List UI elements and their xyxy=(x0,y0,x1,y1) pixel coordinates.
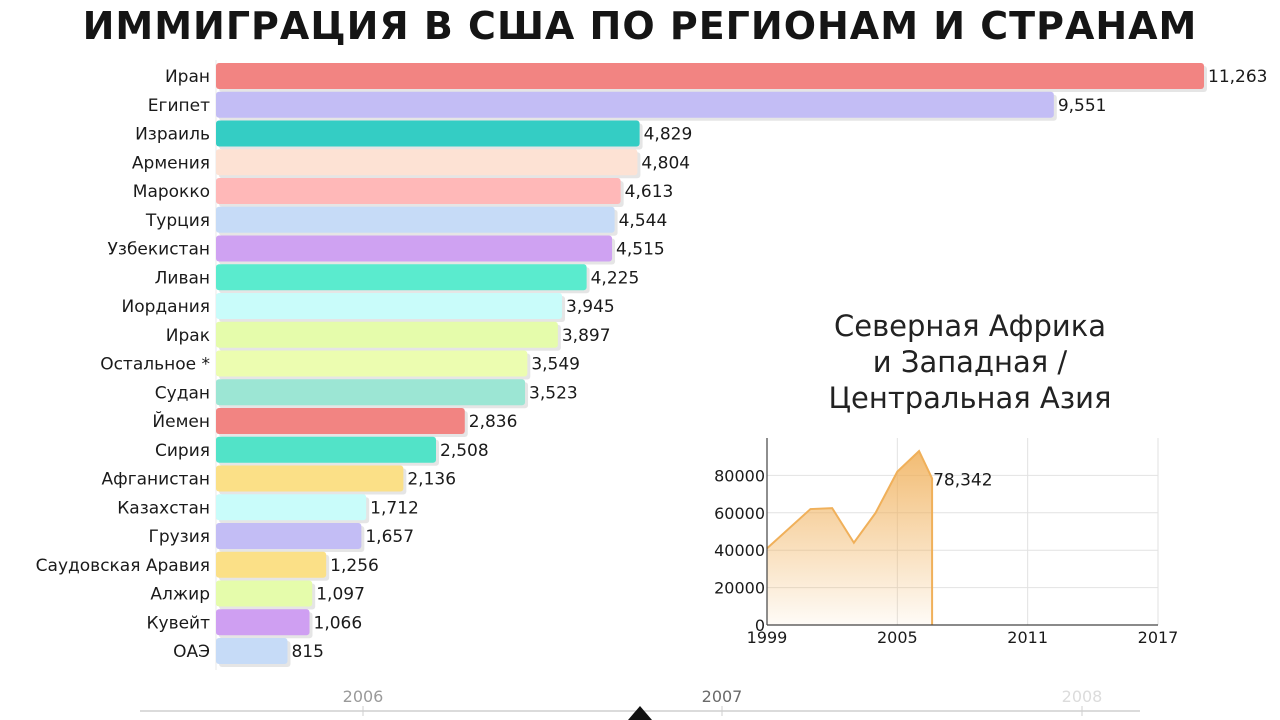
value-label: 1,657 xyxy=(365,527,414,547)
value-label: 3,523 xyxy=(529,383,578,403)
category-label: Судан xyxy=(155,383,210,403)
bar xyxy=(216,206,615,233)
category-label: Афганистан xyxy=(102,470,210,490)
bar xyxy=(216,523,362,549)
category-label: ОАЭ xyxy=(173,642,210,662)
y-tick-label: 20000 xyxy=(714,579,765,598)
category-label: Ирак xyxy=(166,326,210,346)
inset-title-line-1: Северная Африка xyxy=(833,309,1106,343)
y-tick-label: 60000 xyxy=(714,504,765,523)
category-label: Армения xyxy=(132,153,210,173)
value-label: 3,897 xyxy=(562,326,611,346)
bar xyxy=(216,149,638,176)
y-tick-label: 80000 xyxy=(714,466,765,485)
category-label: Саудовская Аравия xyxy=(36,556,210,576)
value-label: 2,836 xyxy=(469,412,518,432)
value-label: 4,829 xyxy=(644,125,693,145)
category-label: Египет xyxy=(148,96,210,116)
category-label: Ливан xyxy=(155,268,210,288)
bar xyxy=(216,178,621,204)
bar xyxy=(216,379,526,406)
bar-chart: Иран 11,263 Египет 9,551 Израиль 4,829 Армения… xyxy=(36,60,1267,670)
value-label: 1,712 xyxy=(370,498,419,518)
bar xyxy=(216,580,313,607)
value-label: 4,613 xyxy=(625,182,674,202)
bar xyxy=(216,551,327,578)
bar xyxy=(216,609,310,636)
bar xyxy=(216,91,1054,118)
value-label: 4,225 xyxy=(591,268,640,288)
category-label: Остальное * xyxy=(100,355,210,375)
category-label: Алжир xyxy=(150,585,210,605)
area-end-label: 78,342 xyxy=(933,471,992,491)
inset-chart-title: Северная Африка и Западная / Центральная… xyxy=(800,308,1140,416)
bar xyxy=(216,350,528,377)
timeline-year-label: 2006 xyxy=(343,687,384,706)
bar xyxy=(216,465,404,492)
bar xyxy=(216,408,465,434)
timeline-year-label: 2007 xyxy=(702,687,743,706)
value-label: 1,066 xyxy=(314,613,363,633)
value-label: 2,136 xyxy=(407,470,456,490)
category-label: Грузия xyxy=(148,527,210,547)
bar xyxy=(216,293,563,319)
y-tick-label: 0 xyxy=(755,616,765,635)
category-label: Турция xyxy=(145,211,210,231)
value-label: 9,551 xyxy=(1058,96,1107,116)
inset-title-line-2: и Западная / xyxy=(872,345,1068,379)
bar xyxy=(216,321,558,348)
area-line xyxy=(766,449,934,625)
x-tick-label: 2005 xyxy=(877,628,918,647)
value-label: 4,515 xyxy=(616,240,665,260)
value-label: 4,804 xyxy=(641,153,690,173)
value-label: 1,256 xyxy=(330,556,379,576)
inset-title-line-3: Центральная Азия xyxy=(828,381,1112,415)
value-label: 3,549 xyxy=(531,355,580,375)
category-label: Иордания xyxy=(122,297,210,317)
bar xyxy=(216,235,613,262)
value-label: 815 xyxy=(291,642,323,662)
category-label: Израиль xyxy=(135,125,210,145)
bar xyxy=(216,264,587,291)
category-label: Йемен xyxy=(152,410,210,432)
y-tick-label: 40000 xyxy=(714,541,765,560)
value-label: 11,263 xyxy=(1208,67,1267,87)
category-label: Сирия xyxy=(155,441,210,461)
category-label: Узбекистан xyxy=(108,240,210,260)
bar xyxy=(216,120,640,147)
timeline-year-label: 2008 xyxy=(1062,687,1103,706)
x-tick-label: 2017 xyxy=(1138,628,1179,647)
area-chart: 0 20000 40000 60000 80000 1999 2005 2011 2017 78,… xyxy=(714,438,1179,647)
bar xyxy=(216,63,1204,89)
x-tick-label: 2011 xyxy=(1007,628,1048,647)
bar xyxy=(216,436,437,463)
area-fill xyxy=(767,451,933,625)
value-label: 4,544 xyxy=(619,211,668,231)
category-label: Кувейт xyxy=(146,613,210,633)
value-label: 2,508 xyxy=(440,441,489,461)
value-label: 3,945 xyxy=(566,297,615,317)
timeline-marker[interactable] xyxy=(628,706,652,720)
bar xyxy=(216,494,367,521)
category-label: Марокко xyxy=(133,182,210,202)
value-label: 1,097 xyxy=(316,585,365,605)
category-label: Иран xyxy=(165,67,210,87)
chart-title: ИММИГРАЦИЯ В США ПО РЕГИОНАМ И СТРАНАМ xyxy=(82,4,1198,48)
bar xyxy=(216,638,288,664)
category-label: Казахстан xyxy=(117,498,210,518)
x-tick-label: 1999 xyxy=(747,628,788,647)
